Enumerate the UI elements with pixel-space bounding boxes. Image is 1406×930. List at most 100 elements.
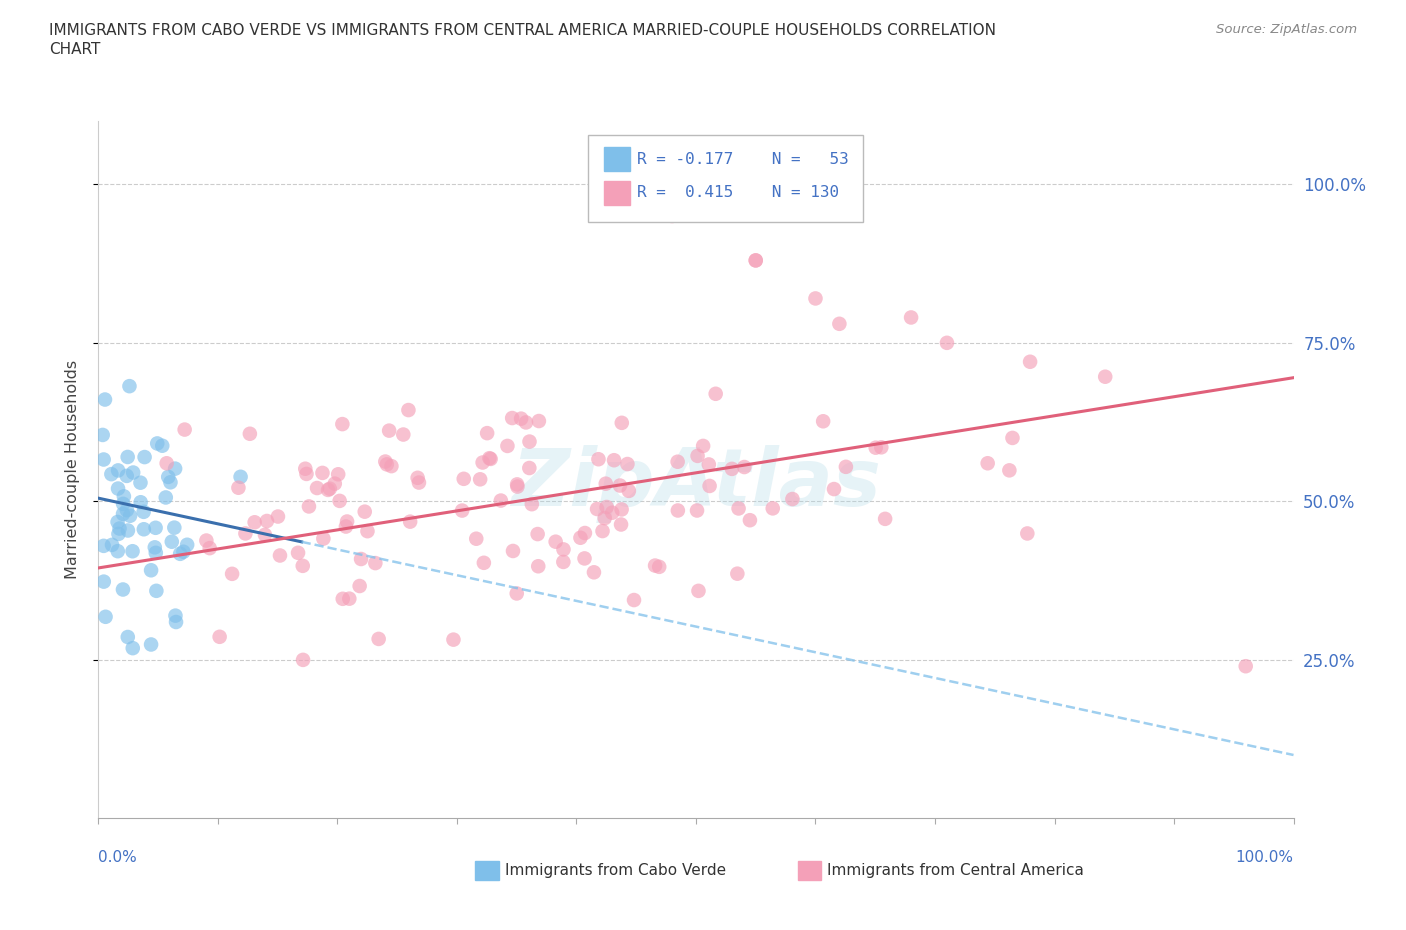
Point — [725, 566, 748, 581]
Point — [335, 519, 357, 534]
Text: IMMIGRANTS FROM CABO VERDE VS IMMIGRANTS FROM CENTRAL AMERICA MARRIED-COUPLE HOU: IMMIGRANTS FROM CABO VERDE VS IMMIGRANTS… — [49, 23, 997, 38]
Point — [229, 470, 252, 485]
FancyBboxPatch shape — [589, 135, 863, 222]
Point — [93, 574, 115, 589]
Point — [475, 426, 498, 441]
Point — [688, 583, 710, 598]
Point — [588, 452, 610, 467]
Point — [93, 538, 115, 553]
Point — [496, 438, 519, 453]
Text: ZipAtlas: ZipAtlas — [510, 445, 882, 523]
Point — [319, 482, 342, 497]
Point — [471, 455, 494, 470]
Point — [139, 563, 162, 578]
Point — [239, 426, 262, 441]
Point — [465, 531, 488, 546]
Point — [117, 449, 139, 464]
Point — [661, 208, 683, 223]
Point — [100, 467, 122, 482]
Point — [305, 481, 328, 496]
Point — [173, 422, 195, 437]
Point — [489, 493, 512, 508]
Point — [294, 461, 316, 476]
Point — [1234, 658, 1257, 673]
Point — [312, 531, 335, 546]
Point — [336, 514, 359, 529]
Point — [617, 484, 640, 498]
Point — [91, 428, 114, 443]
Point — [399, 514, 422, 529]
Point — [221, 566, 243, 581]
Point — [160, 534, 183, 549]
Point — [117, 630, 139, 644]
Point — [145, 545, 167, 560]
Point — [295, 467, 318, 482]
Point — [745, 253, 768, 268]
Point — [165, 615, 187, 630]
Point — [129, 495, 152, 510]
Point — [865, 440, 887, 455]
Point — [610, 502, 633, 517]
Text: Immigrants from Central America: Immigrants from Central America — [827, 863, 1084, 878]
Point — [644, 558, 666, 573]
Point — [582, 565, 605, 579]
Point — [139, 637, 162, 652]
Point — [364, 555, 387, 570]
Point — [976, 456, 998, 471]
Point — [134, 449, 156, 464]
Point — [112, 497, 135, 512]
Point — [243, 515, 266, 530]
Point — [610, 416, 633, 431]
Point — [699, 479, 721, 494]
Point — [350, 551, 373, 566]
Point — [145, 521, 167, 536]
Point — [502, 543, 524, 558]
Point — [506, 586, 529, 601]
Point — [287, 545, 309, 560]
Point — [392, 427, 415, 442]
Point — [666, 454, 689, 469]
Point — [145, 583, 167, 598]
Point — [122, 465, 145, 480]
Point — [593, 511, 616, 525]
Point — [406, 471, 429, 485]
Point — [408, 475, 430, 490]
Point — [332, 591, 354, 606]
Point — [349, 578, 371, 593]
Point — [121, 544, 143, 559]
Point — [94, 392, 117, 407]
Point — [228, 480, 250, 495]
Point — [517, 460, 540, 475]
Point — [374, 454, 396, 469]
Point — [269, 548, 291, 563]
Point — [586, 501, 609, 516]
Point — [367, 631, 389, 646]
Point — [94, 609, 117, 624]
Point — [332, 417, 354, 432]
Point — [117, 523, 139, 538]
Point — [470, 472, 492, 486]
Point — [150, 438, 173, 453]
Point — [692, 438, 714, 453]
Point — [356, 524, 378, 538]
Point — [111, 507, 134, 522]
Point — [574, 525, 596, 540]
Point — [375, 457, 398, 472]
Point — [132, 522, 155, 537]
Point — [155, 490, 177, 505]
Text: 0.0%: 0.0% — [98, 850, 138, 865]
Point — [501, 411, 523, 426]
Point — [291, 558, 314, 573]
Point — [1017, 526, 1039, 541]
Point — [519, 434, 541, 449]
Point — [527, 414, 550, 429]
Point — [782, 492, 804, 507]
Point — [762, 501, 785, 516]
Point — [169, 547, 191, 562]
Point — [121, 641, 143, 656]
Text: R =  0.415    N = 130: R = 0.415 N = 130 — [637, 185, 839, 200]
Point — [595, 499, 617, 514]
Point — [316, 483, 339, 498]
Point — [298, 499, 321, 514]
Point — [569, 530, 592, 545]
